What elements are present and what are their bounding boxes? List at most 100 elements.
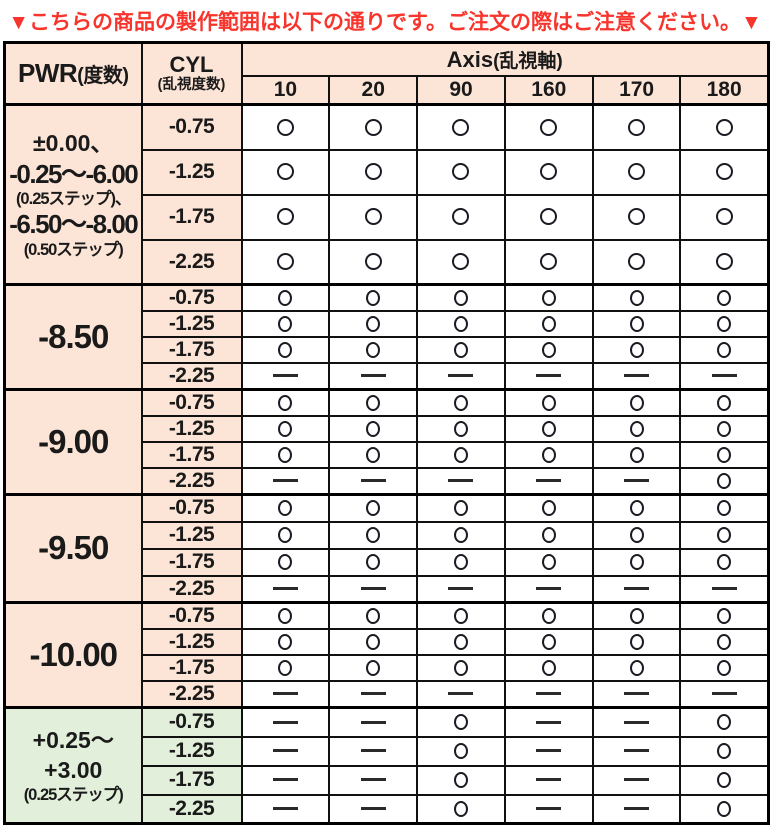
available-circle-icon [629, 659, 644, 676]
availability-cell [328, 148, 419, 196]
table-row: ±0.00、 -0.25〜-6.00 (0.25ステップ)、 -6.50〜-8.00(… [3, 103, 770, 286]
available-circle-icon [453, 315, 468, 332]
available-circle-icon [278, 341, 293, 358]
available-circle-icon [278, 659, 293, 676]
available-circle-icon [541, 500, 556, 517]
availability-cell [591, 310, 682, 338]
unavailable-dash-icon [536, 778, 562, 782]
available-circle-icon [278, 633, 293, 650]
available-circle-icon [366, 633, 381, 650]
available-circle-icon [278, 607, 293, 624]
availability-cell [240, 547, 331, 577]
cyl-value-cell: -1.25 [140, 735, 243, 767]
pwr-header-label: PWR [18, 58, 78, 88]
availability-cell [328, 493, 419, 523]
availability-cell [416, 628, 506, 656]
cyl-header-label: CYL [169, 52, 214, 78]
available-circle-icon [453, 341, 468, 358]
available-circle-icon [540, 208, 558, 226]
availability-cell [328, 388, 419, 417]
unavailable-dash-icon [448, 479, 474, 483]
availability-cell [416, 362, 506, 391]
available-circle-icon [366, 315, 381, 332]
availability-cell [503, 103, 594, 151]
available-circle-icon [715, 208, 733, 226]
available-circle-icon [366, 607, 381, 624]
available-circle-icon [629, 633, 644, 650]
availability-cell [328, 654, 419, 682]
availability-cell [679, 764, 770, 796]
available-circle-icon [717, 394, 732, 411]
availability-cell [591, 103, 682, 151]
availability-cell [416, 654, 506, 682]
unavailable-dash-icon [536, 374, 562, 378]
pwr-header-sublabel: (度数) [77, 65, 129, 87]
axis-value-header: 160 [503, 74, 594, 106]
availability-cell [240, 793, 331, 825]
availability-cell [240, 680, 331, 709]
availability-cell [416, 764, 506, 796]
availability-cell [591, 793, 682, 825]
available-circle-icon [628, 163, 646, 181]
availability-cell [591, 764, 682, 796]
unavailable-dash-icon [360, 479, 386, 483]
unavailable-dash-icon [711, 374, 737, 378]
axis-values-row: 10 20 90 160 170 180 [5, 74, 770, 106]
unavailable-dash-icon [360, 778, 386, 782]
table-row: -8.50 -0.75 [3, 283, 770, 391]
available-circle-icon [366, 289, 381, 306]
availability-cell [416, 467, 506, 496]
table-row: -9.50 -0.75 [3, 493, 770, 604]
availability-cell [328, 601, 419, 630]
availability-cell [240, 520, 331, 550]
available-circle-icon [364, 253, 382, 271]
unavailable-dash-icon [711, 692, 737, 696]
unavailable-dash-icon [448, 692, 474, 696]
available-circle-icon [276, 163, 294, 181]
availability-cell [591, 415, 682, 443]
availability-cell [503, 628, 594, 656]
availability-cell [416, 601, 506, 630]
cyl-value-cell: -1.25 [140, 628, 243, 656]
pwr-range-cell: -9.50 [3, 493, 143, 604]
availability-cell [591, 362, 682, 391]
pwr-range-label: +0.25〜 [32, 727, 114, 754]
table-row: -1.25 [5, 520, 770, 550]
cyl-value-cell: -0.75 [140, 283, 243, 312]
availability-cell [679, 238, 770, 286]
availability-cell [503, 193, 594, 241]
axis-header-label: Axis [446, 46, 494, 72]
availability-cell [328, 336, 419, 364]
availability-cell [503, 388, 594, 417]
available-circle-icon [541, 659, 556, 676]
availability-cell [591, 680, 682, 709]
available-circle-icon [278, 500, 293, 517]
availability-cell [328, 238, 419, 286]
available-circle-icon [629, 553, 644, 570]
pwr-range-cell: -10.00 [3, 601, 143, 709]
availability-cell [328, 283, 419, 312]
availability-cell [679, 680, 770, 709]
unavailable-dash-icon [711, 587, 737, 591]
unavailable-dash-icon [272, 749, 298, 753]
available-circle-icon [278, 289, 293, 306]
availability-cell [240, 148, 331, 196]
availability-cell [679, 467, 770, 496]
available-circle-icon [453, 659, 468, 676]
availability-cell [328, 574, 419, 604]
table-row: -1.75 [5, 547, 770, 577]
cyl-value-cell: -1.25 [140, 415, 243, 443]
cyl-value-cell: -1.75 [140, 547, 243, 577]
availability-cell [503, 574, 594, 604]
cyl-value-cell: -1.75 [140, 654, 243, 682]
axis-header-sublabel: (乱視軸) [493, 50, 563, 72]
availability-cell [503, 336, 594, 364]
available-circle-icon [452, 163, 470, 181]
cyl-value-cell: -1.75 [140, 441, 243, 469]
available-circle-icon [453, 526, 468, 543]
availability-cell [328, 467, 419, 496]
availability-cell [503, 238, 594, 286]
available-circle-icon [453, 420, 468, 437]
available-circle-icon [629, 341, 644, 358]
availability-cell [328, 735, 419, 767]
